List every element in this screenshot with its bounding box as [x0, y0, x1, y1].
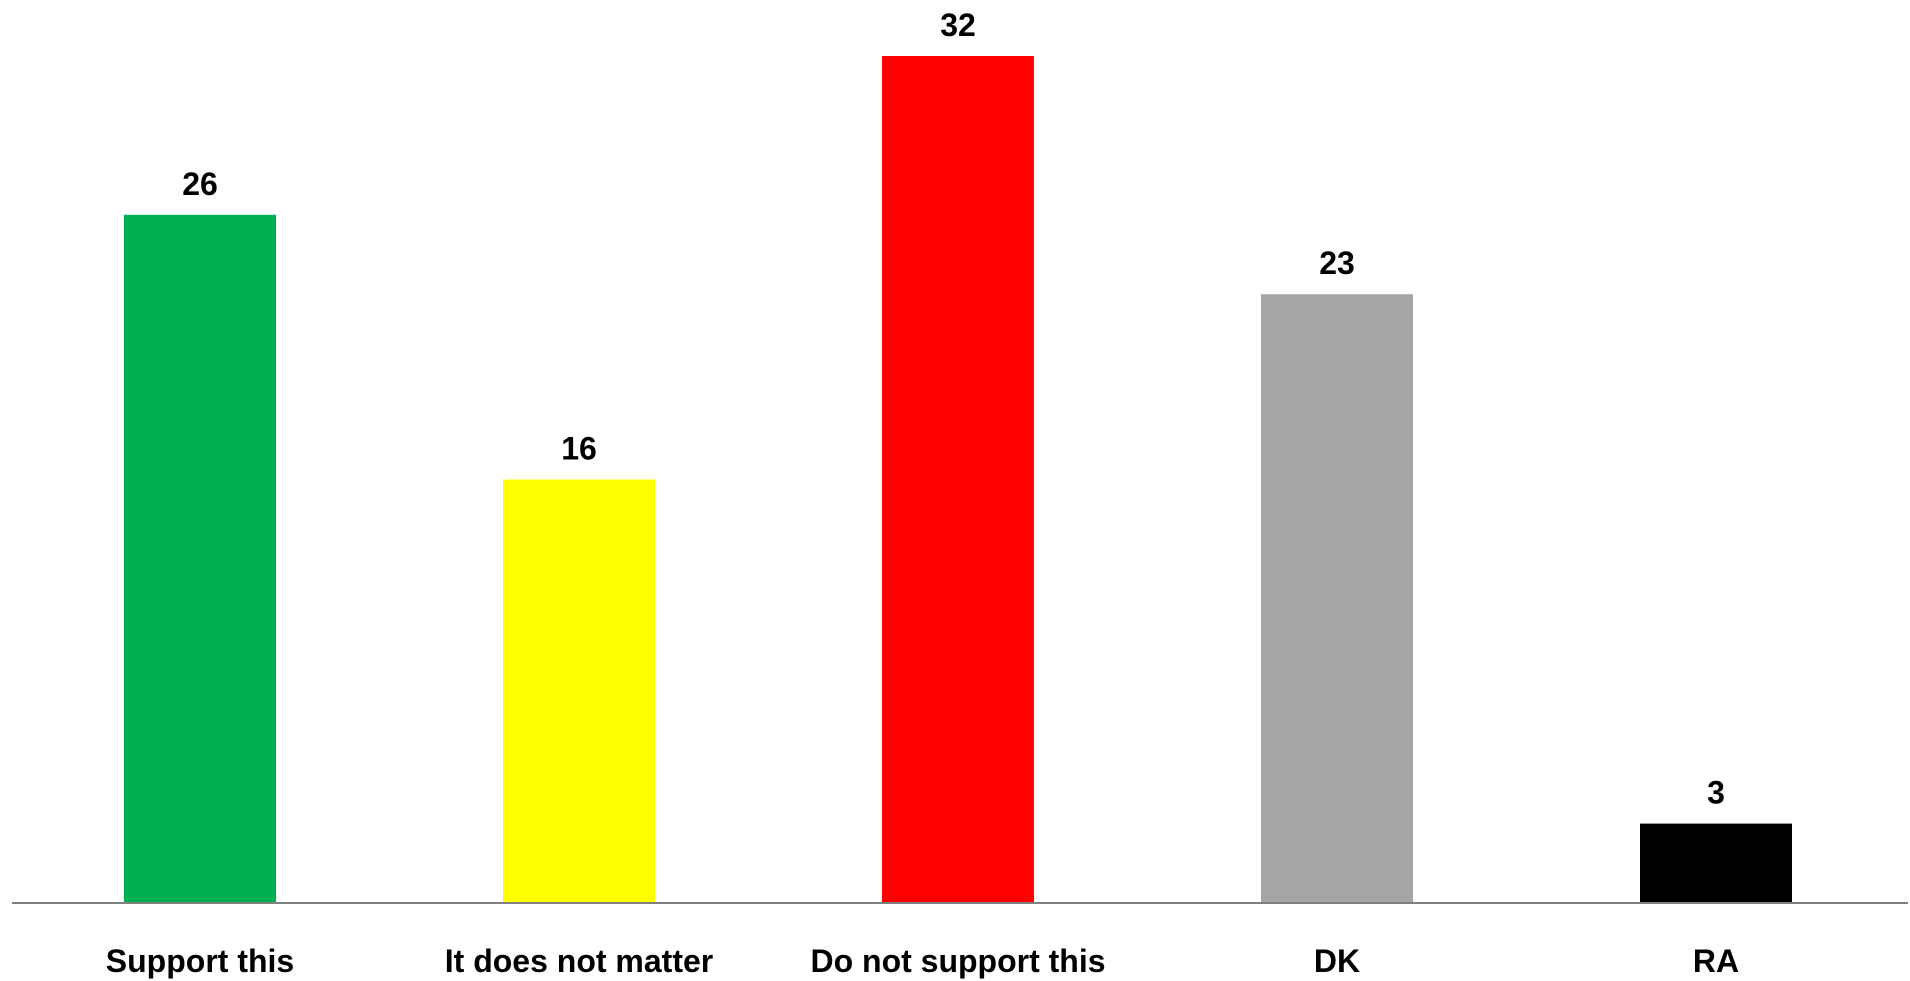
- value-labels-group: 26 16 32 23 3: [182, 7, 1725, 811]
- category-label-2: Do not support this: [810, 943, 1105, 979]
- category-label-3: DK: [1314, 943, 1360, 979]
- value-label-4: 3: [1707, 775, 1725, 811]
- bar-1: [503, 479, 655, 903]
- bar-2: [882, 56, 1034, 903]
- bars-group: [124, 56, 1792, 903]
- bar-4: [1640, 823, 1792, 903]
- category-label-0: Support this: [106, 943, 294, 979]
- value-label-3: 23: [1319, 245, 1355, 281]
- value-label-2: 32: [940, 7, 976, 43]
- value-label-0: 26: [182, 166, 218, 202]
- category-label-1: It does not matter: [445, 943, 713, 979]
- category-labels-group: Support this It does not matter Do not sup…: [106, 943, 1739, 979]
- value-label-1: 16: [561, 431, 597, 467]
- bar-0: [124, 214, 276, 903]
- bar-3: [1261, 294, 1413, 903]
- category-label-4: RA: [1693, 943, 1739, 979]
